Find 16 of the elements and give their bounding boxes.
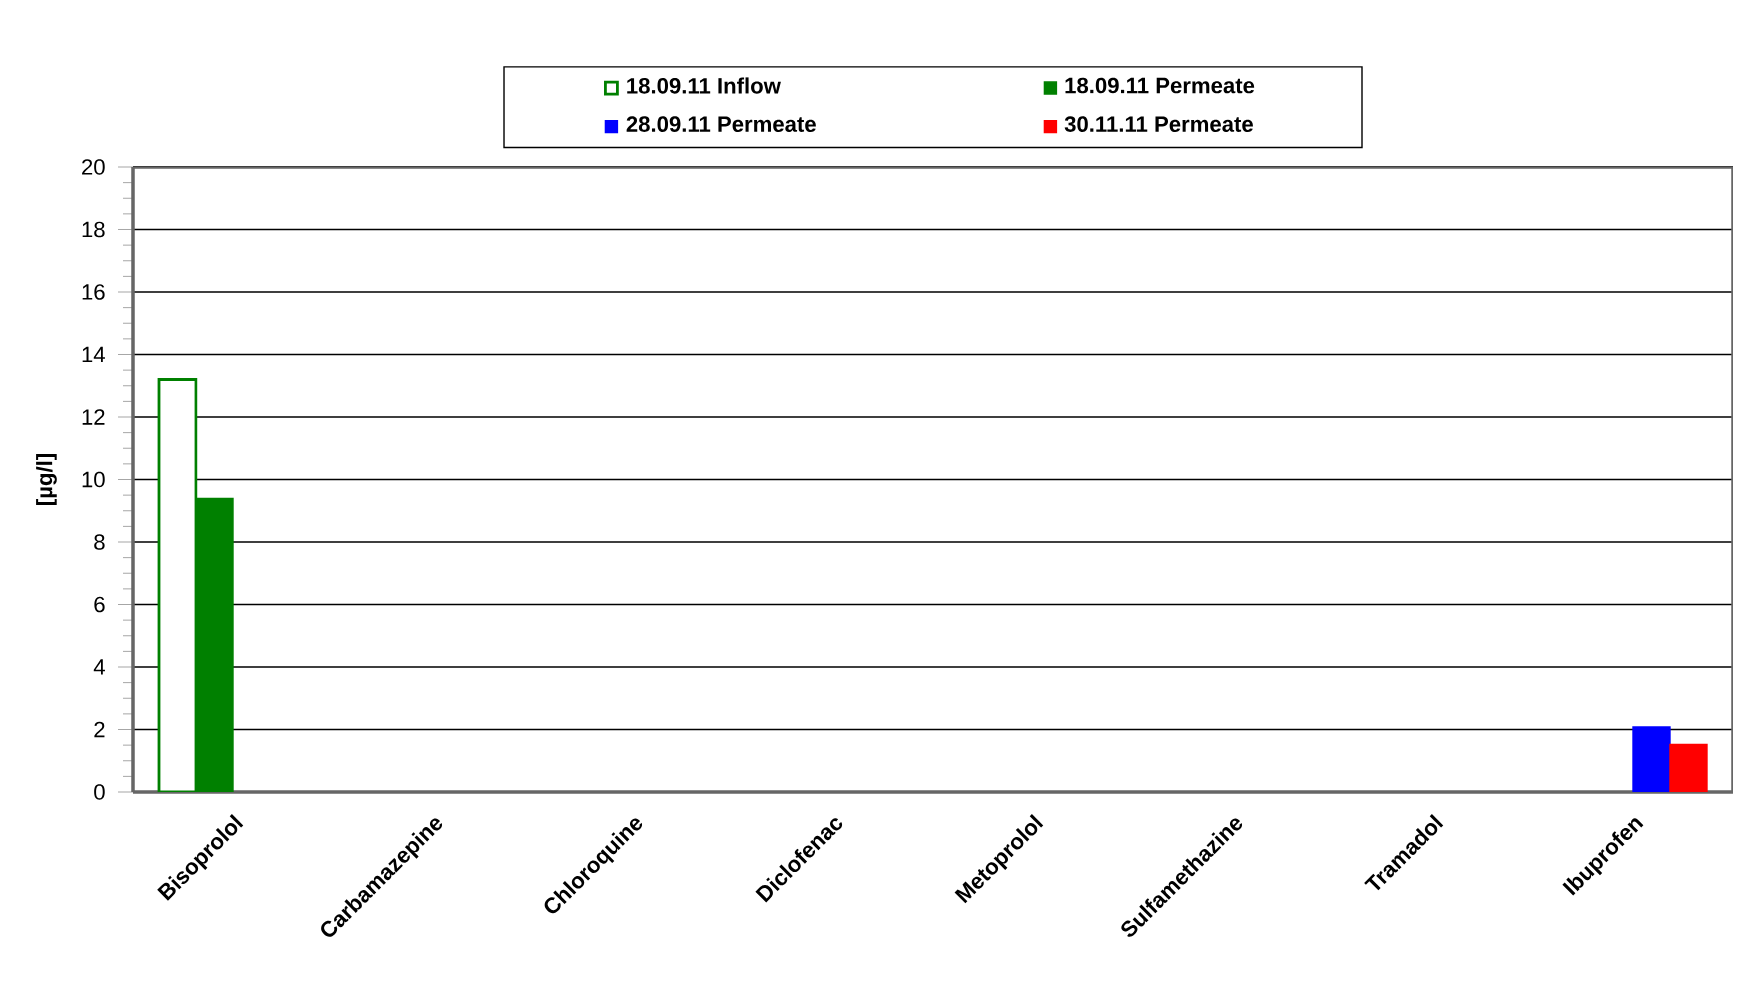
y-tick-label: 2 [94, 721, 105, 738]
y-tick-label: 8 [94, 534, 105, 550]
y-tick-label: 0 [94, 784, 105, 800]
legend-label: 18.09.11 Permeate [1065, 77, 1255, 94]
y-tick-label: 20 [82, 159, 105, 175]
y-tick-label: 18 [82, 221, 105, 238]
legend-label: 30.11.11 Permeate [1064, 116, 1253, 133]
y-tick-label: 14 [82, 346, 105, 363]
y-tick-label: 10 [82, 471, 105, 488]
y-tick-label: 4 [93, 659, 105, 675]
y-axis-title: [µg/l] [36, 454, 57, 505]
y-tick-label: 6 [94, 596, 105, 613]
y-tick-label: 12 [82, 409, 105, 425]
y-tick-label: 16 [82, 284, 105, 300]
legend-label: 28.09.11 Permeate [626, 116, 816, 132]
legend-label: 18.09.11 Inflow [627, 77, 781, 94]
